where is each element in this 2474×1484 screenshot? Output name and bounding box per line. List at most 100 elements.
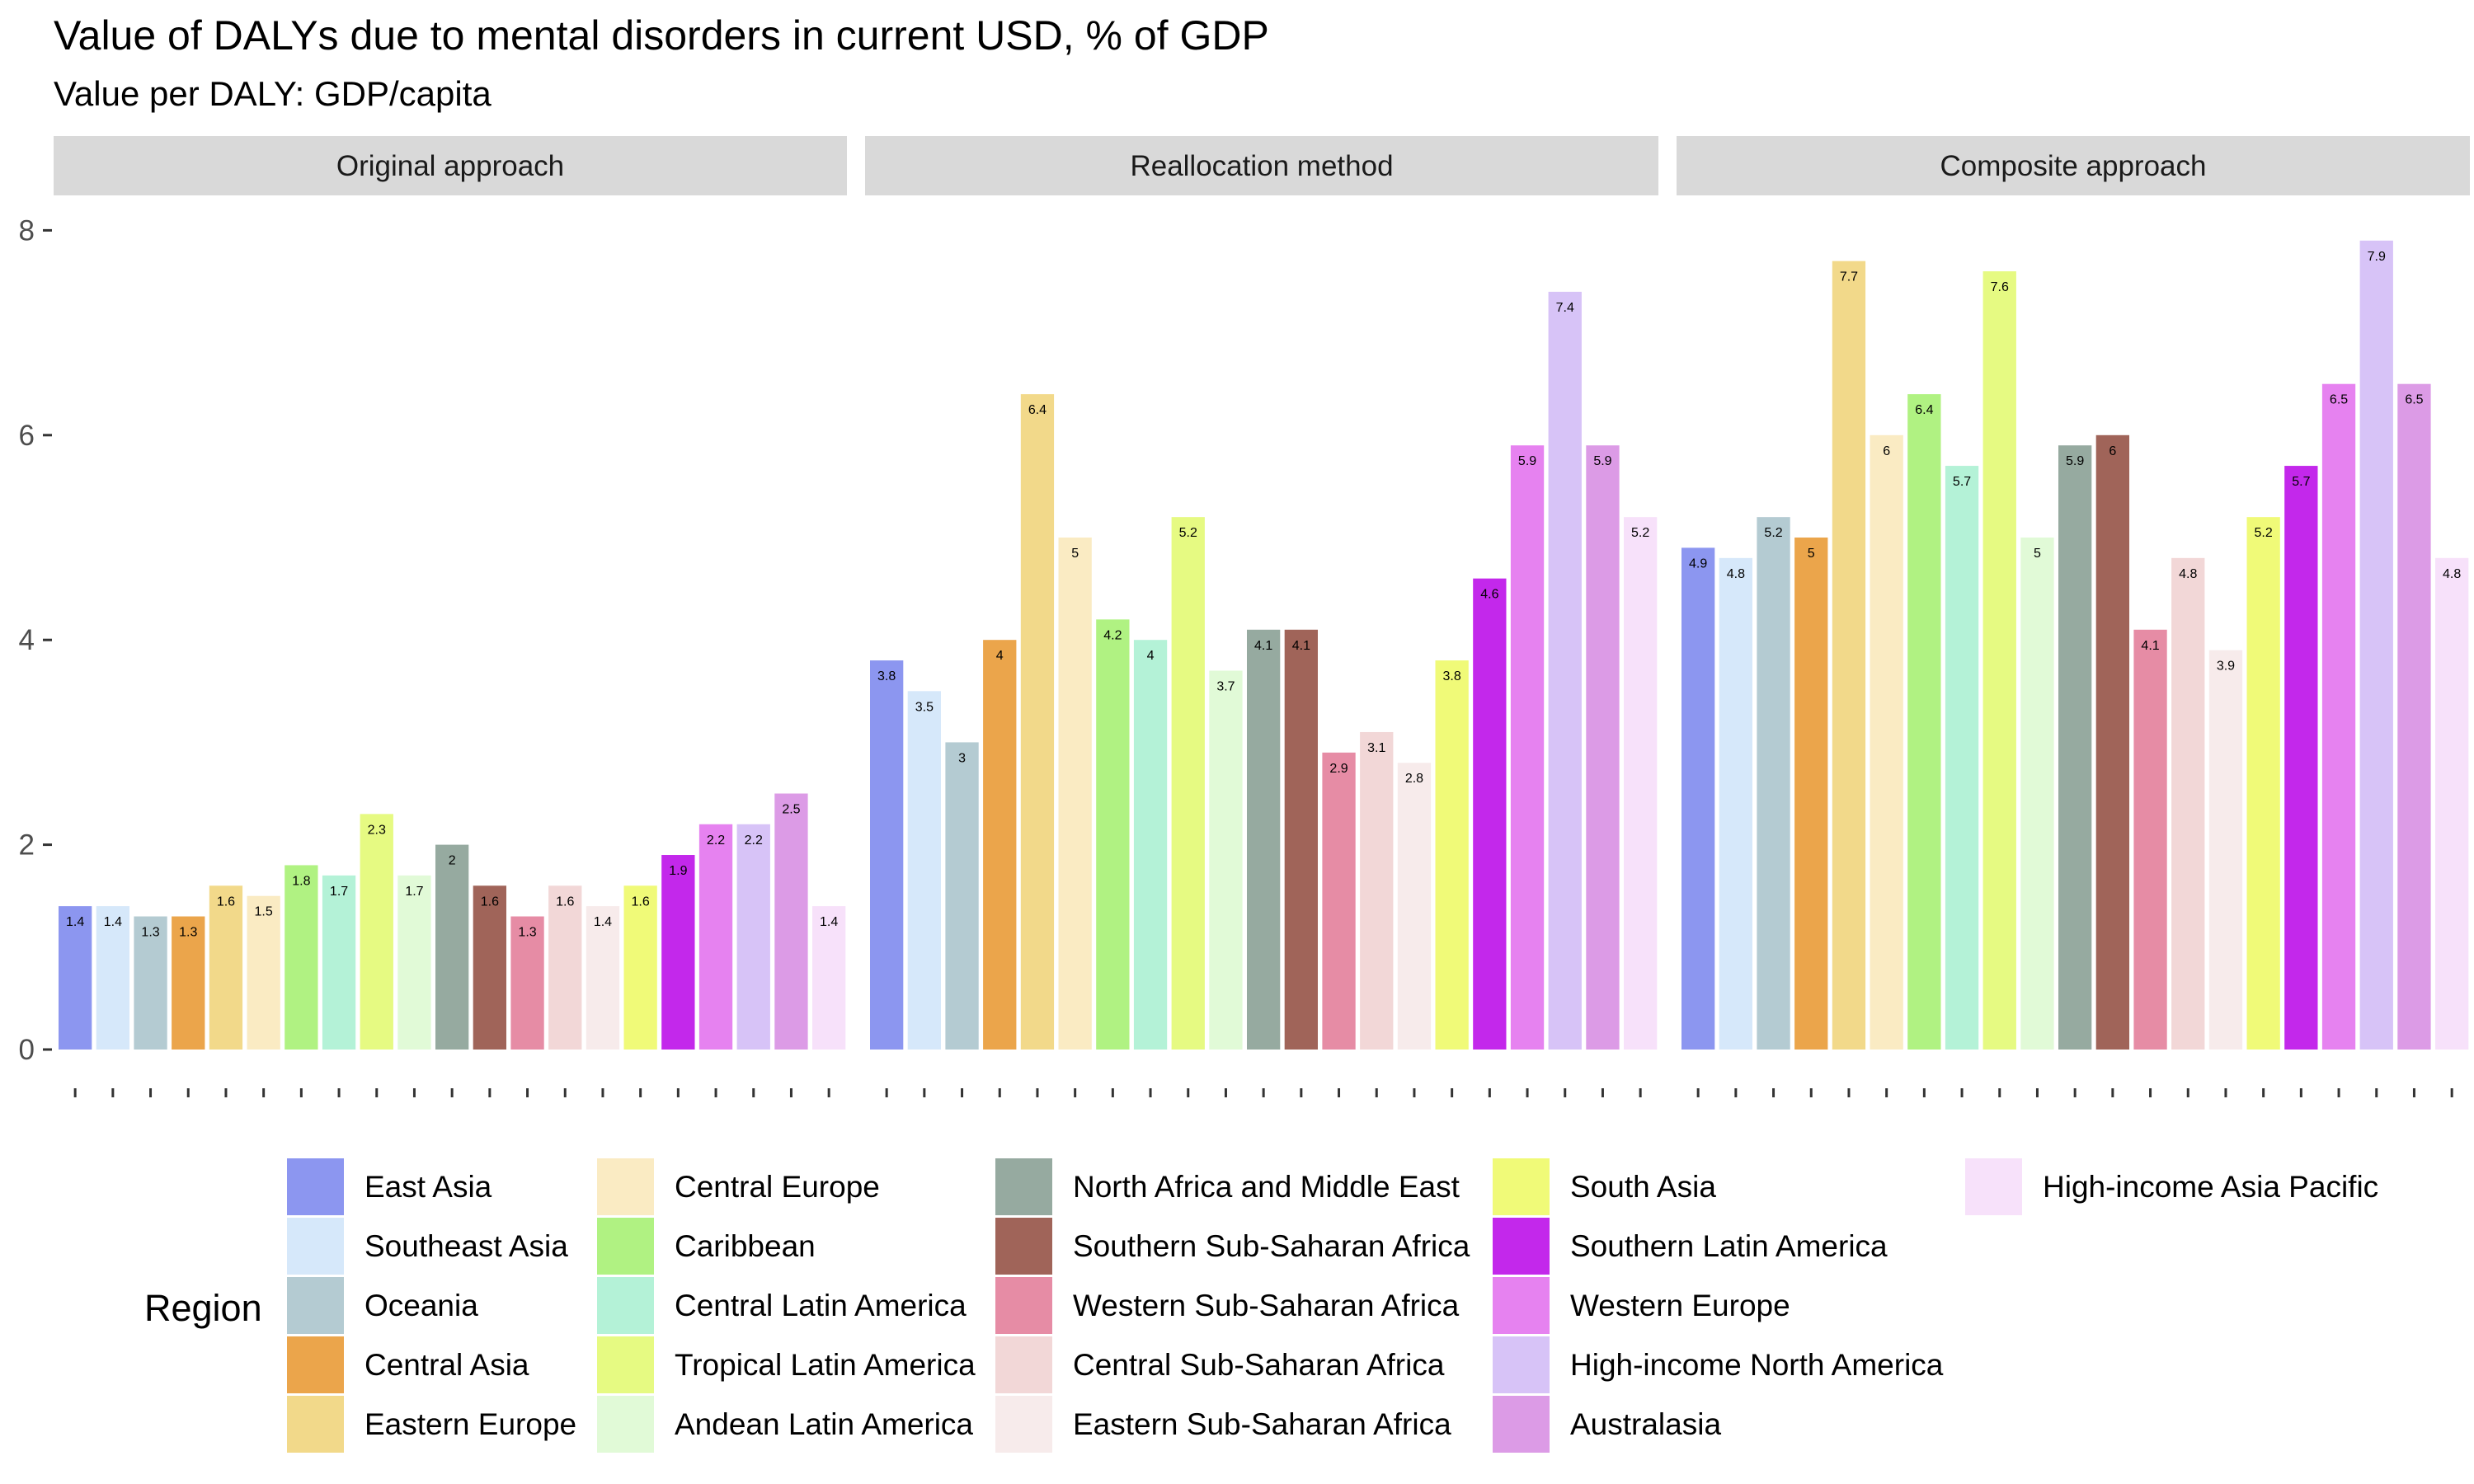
bar-value-label: 1.6 [481, 895, 499, 909]
legend-label: Western Europe [1570, 1289, 1790, 1322]
bar-group: 5.9 [2058, 445, 2092, 1097]
bar-value-label: 6 [2109, 444, 2116, 458]
bar-southern-sub-saharan-africa [2095, 434, 2129, 1050]
legend-label: Southern Latin America [1570, 1229, 1888, 1263]
bar-group: 5.2 [2246, 517, 2280, 1097]
bar-value-label: 4.8 [2179, 567, 2197, 581]
bar-central-asia [1794, 538, 1828, 1050]
bar-value-label: 6.4 [1028, 403, 1047, 417]
bar-value-label: 1.6 [632, 895, 650, 909]
bar-value-label: 4 [996, 649, 1004, 663]
bar-high-income-north-america [2359, 240, 2393, 1050]
bar-value-label: 2.8 [1405, 772, 1423, 786]
bar-eastern-europe [1020, 394, 1055, 1050]
bar-group: 3.5 [907, 691, 941, 1097]
bar-value-label: 4.8 [1727, 567, 1745, 581]
bar-group: 4.1 [1284, 629, 1318, 1097]
legend-label: Central Sub-Saharan Africa [1073, 1348, 1445, 1382]
bar-group: 2.5 [774, 793, 808, 1097]
bar-value-label: 3 [958, 751, 966, 765]
legend-item-high-income-north-america: High-income North America [1493, 1336, 1944, 1393]
bar-group: 4 [1133, 640, 1168, 1097]
bar-high-income-north-america [1548, 291, 1582, 1050]
bar-value-label: 5.7 [2292, 475, 2310, 489]
bar-central-latin-america [1133, 640, 1168, 1050]
bar-southern-latin-america [2284, 466, 2318, 1050]
legend-label: Southern Sub-Saharan Africa [1073, 1229, 1470, 1263]
bar-high-income-asia-pacific [1624, 517, 1658, 1050]
legend-key [597, 1336, 654, 1393]
bar-group: 5.2 [1757, 517, 1790, 1097]
legend-key [995, 1336, 1052, 1393]
bar-group: 7.9 [2359, 240, 2393, 1097]
bar-central-sub-saharan-africa [548, 885, 582, 1050]
bar-central-sub-saharan-africa [1360, 731, 1394, 1050]
chart-title: Value of DALYs due to mental disorders i… [54, 12, 1269, 59]
bar-value-label: 6.4 [1915, 403, 1933, 417]
bar-value-label: 6 [1883, 444, 1890, 458]
bar-andean-latin-america [397, 875, 431, 1050]
legend-label: Australasia [1570, 1407, 1721, 1441]
bar-group: 1.4 [586, 906, 620, 1097]
bar-southeast-asia [96, 906, 129, 1050]
bar-southern-latin-america [1473, 578, 1507, 1050]
facet-composite-approach: Composite approach 4.9 4.8 5.2 5 7.7 6 6.4 5.7 7.… [1677, 136, 2470, 1097]
bar-group: 1.6 [623, 885, 657, 1097]
legend-key [287, 1218, 344, 1275]
y-tick-label: 4 [19, 624, 35, 656]
bar-western-sub-saharan-africa [2133, 629, 2167, 1050]
bar-group: 6.4 [1020, 394, 1055, 1097]
legend-item-caribbean: Caribbean [597, 1218, 816, 1275]
bar-caribbean [285, 865, 318, 1050]
bar-central-latin-america [1945, 466, 1979, 1050]
bar-southern-latin-america [661, 855, 695, 1050]
bar-australasia [774, 793, 808, 1050]
legend-key [597, 1277, 654, 1334]
bar-group: 1.7 [397, 875, 431, 1097]
bar-andean-latin-america [1209, 670, 1243, 1050]
bar-group: 4 [983, 640, 1017, 1097]
bar-group: 1.4 [96, 906, 129, 1097]
bar-central-asia [172, 916, 205, 1050]
facet-strip [865, 136, 1658, 195]
bar-group: 3.8 [1435, 660, 1469, 1097]
bar-group: 1.6 [548, 885, 582, 1097]
bar-value-label: 5 [1808, 547, 1815, 561]
bar-group: 1.3 [134, 916, 167, 1097]
legend-key [995, 1396, 1052, 1453]
bar-value-label: 2.5 [782, 803, 800, 817]
bar-group: 4.9 [1681, 547, 1715, 1097]
legend-item-australasia: Australasia [1493, 1396, 1721, 1453]
bar-value-label: 1.3 [518, 926, 536, 940]
bar-caribbean [1096, 619, 1130, 1050]
bar-group: 4.8 [2171, 557, 2205, 1097]
bar-group: 5.2 [1624, 517, 1658, 1097]
bar-central-europe [1870, 434, 1903, 1050]
bar-value-label: 4.6 [1480, 588, 1498, 602]
facet-strip-label: Original approach [336, 150, 564, 182]
bar-value-label: 1.4 [820, 915, 838, 929]
legend-label: Central Asia [365, 1348, 529, 1382]
legend-label: Western Sub-Saharan Africa [1073, 1289, 1460, 1322]
bar-group: 4.8 [1719, 557, 1752, 1097]
bar-south-asia [623, 885, 657, 1050]
bar-tropical-latin-america [1982, 271, 2016, 1050]
bar-east-asia [59, 906, 92, 1050]
bar-value-label: 1.4 [104, 915, 122, 929]
y-tick-label: 8 [19, 214, 35, 247]
bar-group: 5.9 [1586, 445, 1620, 1097]
bar-group: 4.8 [2435, 557, 2469, 1097]
bar-group: 2.9 [1322, 752, 1356, 1097]
bar-value-label: 3.8 [877, 669, 896, 683]
legend-key [287, 1158, 344, 1215]
bar-southern-sub-saharan-africa [473, 885, 506, 1050]
chart-subtitle: Value per DALY: GDP/capita [54, 74, 492, 113]
legend-item-southern-latin-america: Southern Latin America [1493, 1218, 1888, 1275]
bar-central-europe [247, 895, 280, 1050]
bar-tropical-latin-america [360, 814, 393, 1050]
legend-key [995, 1277, 1052, 1334]
bar-value-label: 1.7 [405, 885, 423, 899]
bar-value-label: 5.2 [1631, 526, 1649, 540]
bar-value-label: 6.5 [2330, 393, 2348, 407]
